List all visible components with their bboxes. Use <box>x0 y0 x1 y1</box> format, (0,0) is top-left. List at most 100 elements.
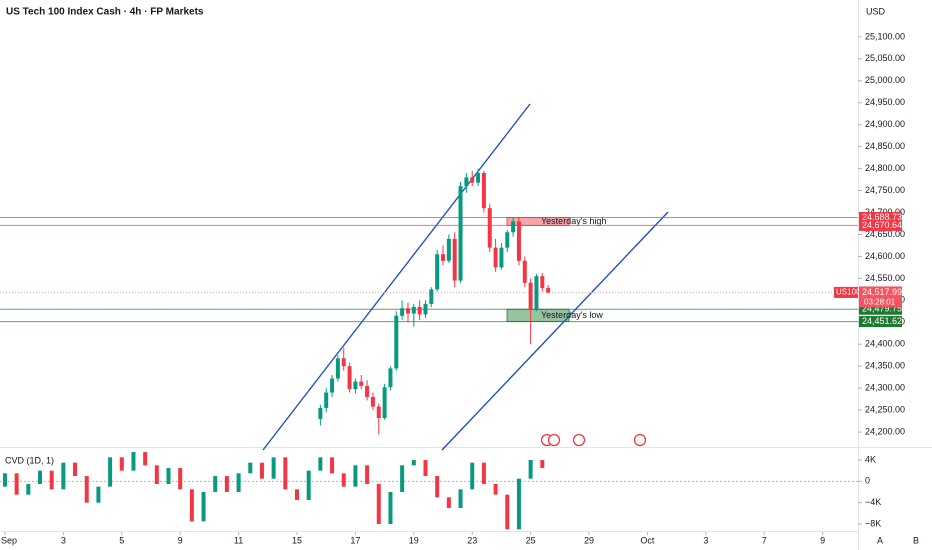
price-tag <box>859 211 902 223</box>
y-tick-label: 24,250.00 <box>865 404 905 414</box>
symbol-tag <box>834 286 858 298</box>
y-tick-label: 24,350.00 <box>865 361 905 371</box>
cvd-candle <box>493 484 498 495</box>
cvd-candle <box>143 452 148 466</box>
x-tick-label: 9 <box>178 535 183 545</box>
trend-line <box>441 211 669 451</box>
price-tag-label: 24,479.75 <box>862 304 902 314</box>
candle-body <box>318 407 323 419</box>
cvd-candle <box>505 494 510 530</box>
candle-body <box>540 276 545 289</box>
candle-body <box>382 387 387 419</box>
y-tick-label: 24,650.00 <box>865 229 905 239</box>
candle-body <box>470 177 475 183</box>
cvd-candle <box>201 492 206 522</box>
cvd-candle <box>295 489 299 500</box>
y-tick-label: 24,900.00 <box>865 119 905 129</box>
price-tag-label: 24,670.64 <box>862 220 902 230</box>
price-tag-label: 24,451.62 <box>862 316 902 326</box>
trend-line <box>262 103 531 451</box>
y-tick-label: 4K <box>865 454 876 464</box>
cvd-candle <box>411 460 416 466</box>
cvd-candle <box>49 470 54 490</box>
cvd-candle <box>283 457 288 490</box>
price-tag <box>859 219 902 231</box>
price-tag <box>859 316 902 328</box>
cvd-candle <box>259 462 264 479</box>
y-tick-label: 24,600.00 <box>865 251 905 261</box>
cvd-candle <box>248 462 253 474</box>
cvd-candle <box>318 457 323 471</box>
symbol-tag-label: US100 <box>836 288 861 297</box>
candle-body <box>330 378 335 393</box>
event-icon <box>547 433 561 447</box>
x-tick-label: 29 <box>584 535 594 545</box>
y-tick-label: 24,400.00 <box>865 339 905 349</box>
price-tag-label: 24,517.99 <box>862 287 902 297</box>
scale-button[interactable]: A <box>877 535 883 545</box>
candle-body <box>464 177 469 187</box>
x-tick-label: 25 <box>526 535 536 545</box>
candle-body <box>341 358 346 367</box>
cvd-candle <box>388 492 393 524</box>
candle-body <box>435 254 440 290</box>
candle-body <box>528 282 533 310</box>
candle-body <box>446 238 451 261</box>
candle-body <box>335 358 340 379</box>
cvd-candle <box>108 457 113 487</box>
cvd-candle <box>166 468 171 484</box>
x-tick-label: 3 <box>703 535 708 545</box>
cvd-candle <box>446 497 451 508</box>
x-tick-label: 15 <box>292 535 302 545</box>
y-tick-label: 0 <box>865 476 870 486</box>
price-tag <box>859 286 902 308</box>
candle-body <box>441 254 446 261</box>
cvd-candle <box>14 473 19 495</box>
cvd-candle <box>306 470 311 500</box>
cvd-candle <box>271 457 276 479</box>
y-tick-label: 24,800.00 <box>865 163 905 173</box>
candle-body <box>394 315 399 369</box>
cvd-candle <box>481 462 486 484</box>
y-tick-label: −4K <box>865 497 881 507</box>
zone-label: Yesterday's high <box>541 216 606 226</box>
y-tick-label: 24,850.00 <box>865 141 905 151</box>
cvd-candle <box>96 486 101 503</box>
candle-body <box>522 260 527 283</box>
cvd-candle <box>458 489 463 508</box>
y-tick-label: 24,700.00 <box>865 207 905 217</box>
candle-body <box>370 396 375 407</box>
x-tick-label: 7 <box>762 535 767 545</box>
y-tick-label: 24,300.00 <box>865 383 905 393</box>
y-tick-label: 25,100.00 <box>865 31 905 41</box>
cvd-candle <box>84 476 89 503</box>
indicator-title: CVD (1D, 1) <box>5 455 54 465</box>
candle-body <box>511 221 516 233</box>
candle-body <box>534 276 539 310</box>
y-tick-label: 25,050.00 <box>865 53 905 63</box>
candle-body <box>458 186 463 281</box>
currency-label: USD <box>866 6 886 16</box>
candle-body <box>411 306 416 314</box>
cvd-candle <box>330 457 335 474</box>
cvd-candle <box>365 465 370 484</box>
candle-body <box>499 247 504 268</box>
candle-body <box>505 232 510 248</box>
cvd-candle <box>423 460 428 476</box>
cvd-candle <box>2 473 7 487</box>
y-tick-label: 24,550.00 <box>865 273 905 283</box>
x-tick-label: 9 <box>820 535 825 545</box>
x-tick-label: 17 <box>350 535 360 545</box>
candle-body <box>546 288 551 293</box>
cvd-candle <box>470 462 475 490</box>
x-tick-label: 3 <box>61 535 66 545</box>
candle-body <box>365 385 370 397</box>
x-tick-label: Sep <box>1 535 17 545</box>
cvd-candle <box>38 470 43 484</box>
price-tag-label: 24,688.73 <box>862 212 902 222</box>
candle-body <box>400 308 405 316</box>
candle-body <box>417 306 422 315</box>
scale-button[interactable]: B <box>913 535 919 545</box>
candle-body <box>452 238 457 281</box>
